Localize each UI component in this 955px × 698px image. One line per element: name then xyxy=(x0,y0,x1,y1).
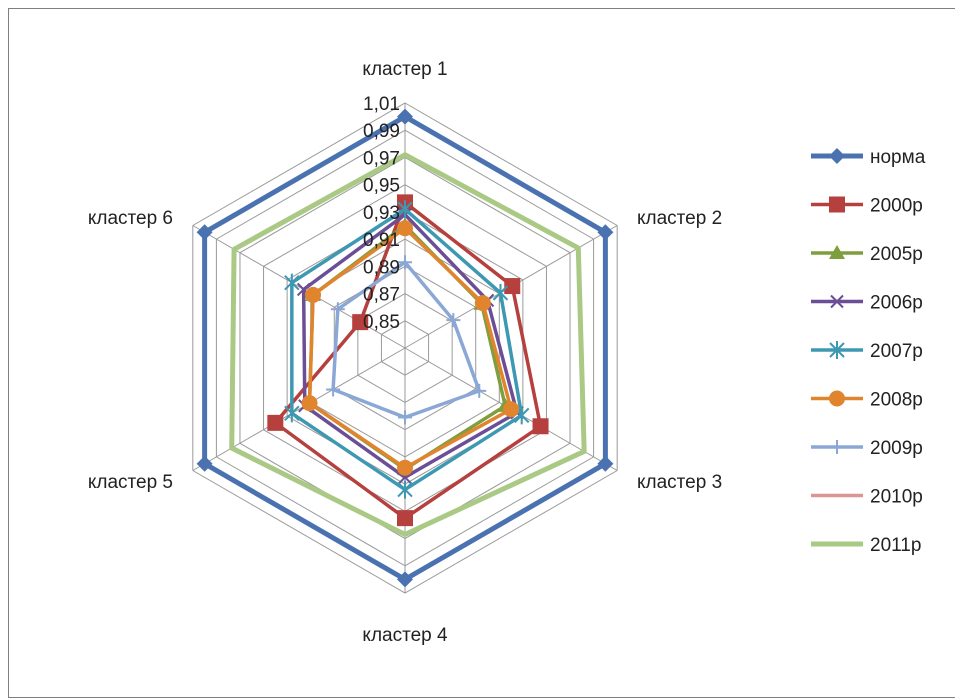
category-label-4: кластер 4 xyxy=(362,625,448,646)
radar-chart: 0,85 0,87 0,89 0,91 0,93 0,95 0,97 0,99 1,01 кла… xyxy=(88,59,926,646)
legend-item-2005р: 2005р xyxy=(811,244,923,265)
point-норма-2 xyxy=(597,224,614,241)
legend-item-норма: норма xyxy=(811,147,926,168)
series-норма xyxy=(196,108,614,588)
tick-label-5: 0,95 xyxy=(363,176,400,197)
legend-item-2007р: 2007р xyxy=(811,341,923,362)
point-2008р-2 xyxy=(474,295,491,312)
point-2000р-2 xyxy=(504,278,521,295)
legend-label-2005р: 2005р xyxy=(870,244,923,265)
category-label-3: кластер 3 xyxy=(637,472,722,493)
tick-label-1: 0,87 xyxy=(363,285,400,306)
series-line-2011р xyxy=(229,151,587,538)
series-2008р xyxy=(301,220,520,476)
point-2007р-6 xyxy=(284,273,300,292)
legend-marker-2006р xyxy=(830,294,844,309)
point-2008р-3 xyxy=(503,401,520,418)
legend-label-2000р: 2000р xyxy=(870,196,923,217)
tick-label-4: 0,93 xyxy=(363,203,400,224)
point-2009р-3 xyxy=(472,383,487,398)
point-2007р-1 xyxy=(397,200,413,219)
point-2009р-6 xyxy=(330,302,345,317)
point-норма-1 xyxy=(397,108,413,125)
legend-marker-2005р xyxy=(829,245,845,259)
tick-label-2: 0,89 xyxy=(363,257,400,278)
legend-item-2010р: 2010р xyxy=(811,487,923,508)
point-норма-5 xyxy=(196,455,213,472)
legend-item-2011р: 2011р xyxy=(811,535,921,556)
grid-spoke-5 xyxy=(192,347,406,471)
point-2009р-5 xyxy=(326,382,341,397)
point-2000р-3 xyxy=(532,418,549,435)
tick-label-6: 0,97 xyxy=(363,148,400,169)
category-label-6: кластер 6 xyxy=(88,208,173,229)
point-2007р-5 xyxy=(284,404,300,423)
legend-label-2011р: 2011р xyxy=(870,535,921,556)
grid-spoke-6 xyxy=(192,225,406,349)
point-2008р-5 xyxy=(301,395,318,412)
legend-marker-норма xyxy=(829,148,845,164)
point-норма-3 xyxy=(597,455,614,472)
category-labels: кластер 1 кластер 2 кластер 3 кластер 4 клас… xyxy=(88,59,722,646)
chart-frame: 0,85 0,87 0,89 0,91 0,93 0,95 0,97 0,99 1,01 кла… xyxy=(8,8,955,698)
series-layer xyxy=(196,108,614,588)
point-2000р-5 xyxy=(267,414,284,431)
legend-label-2008р: 2008р xyxy=(870,390,923,411)
category-label-5: кластер 5 xyxy=(88,472,173,493)
legend-marker-2008р xyxy=(829,390,845,407)
legend-label-2007р: 2007р xyxy=(870,341,923,362)
tick-label-0: 0,85 xyxy=(363,312,400,333)
point-2008р-4 xyxy=(397,459,413,476)
legend-label-2010р: 2010р xyxy=(870,487,923,508)
legend-marker-2009р xyxy=(830,440,844,454)
point-норма-4 xyxy=(397,571,413,588)
series-line-2009р xyxy=(331,259,482,420)
point-2000р-4 xyxy=(397,510,413,527)
tick-labels: 0,85 0,87 0,89 0,91 0,93 0,95 0,97 0,99 1,01 xyxy=(363,94,400,333)
tick-label-3: 0,91 xyxy=(363,230,400,251)
point-2007р-2 xyxy=(492,283,509,302)
series-2009р xyxy=(326,255,487,425)
series-2000р xyxy=(267,194,549,527)
tick-label-7: 0,99 xyxy=(363,121,400,142)
point-2009р-4 xyxy=(398,410,412,425)
series-2011р xyxy=(229,151,587,538)
category-label-1: кластер 1 xyxy=(362,59,447,80)
legend-label-2009р: 2009р xyxy=(870,438,923,459)
legend-marker-2007р xyxy=(829,341,845,359)
legend-label-2006р: 2006р xyxy=(870,293,923,314)
point-2009р-2 xyxy=(446,313,461,328)
legend-marker-2000р xyxy=(829,196,845,213)
point-2009р-1 xyxy=(398,255,412,270)
point-норма-6 xyxy=(196,224,213,241)
point-2000р-6 xyxy=(352,314,369,331)
legend-item-2008р: 2008р xyxy=(811,390,923,411)
tick-label-8: 1,01 xyxy=(363,94,400,115)
legend-item-2000р: 2000р xyxy=(811,196,923,217)
legend-label-норма: норма xyxy=(870,147,926,168)
legend-item-2009р: 2009р xyxy=(811,438,923,459)
legend-item-2006р: 2006р xyxy=(811,293,923,314)
point-2007р-4 xyxy=(397,480,413,499)
point-2008р-1 xyxy=(397,220,413,237)
point-2008р-6 xyxy=(305,286,322,303)
category-label-2: кластер 2 xyxy=(637,208,722,229)
legend: норма 2000р 2005р 2006р 2007р 2008р 2009р 2010р… xyxy=(811,147,926,556)
